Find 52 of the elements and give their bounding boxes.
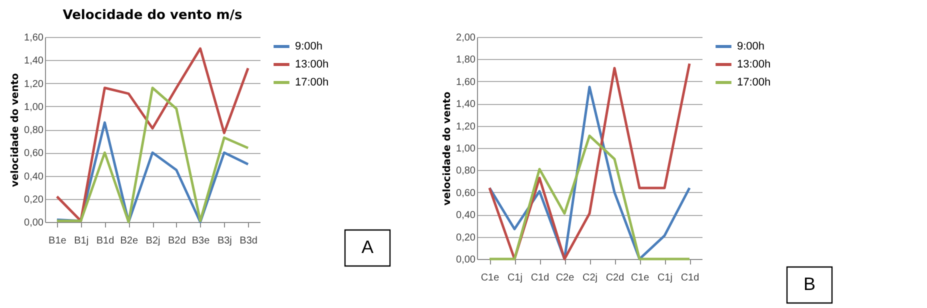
y-tick-label: 0,20 — [24, 194, 44, 206]
y-tick-label: 0,60 — [24, 148, 44, 160]
x-tick-label: B3j — [217, 236, 232, 246]
legend-label: 17:00h — [737, 76, 771, 88]
x-tick-label: B1j — [74, 236, 89, 246]
x-tick-label: B1e — [48, 236, 67, 246]
y-tick-label: 0,40 — [456, 210, 476, 222]
x-tick-label: C2j — [582, 272, 598, 284]
legend-label: 9:00h — [737, 40, 765, 52]
y-tick-label: 1,00 — [456, 144, 476, 154]
line-series — [56, 86, 250, 224]
y-tick-label: 0,60 — [456, 188, 476, 199]
y-tick-label: 0,00 — [456, 254, 476, 266]
legend-label: 9:00h — [295, 40, 323, 52]
legend-label: 13:00h — [295, 58, 329, 70]
x-tick-label: C1j — [657, 272, 673, 284]
y-tick-label: 2,00 — [456, 32, 476, 44]
x-tick-label: B2j — [146, 236, 160, 246]
y-tick-label: 0,80 — [24, 125, 44, 136]
line-series — [488, 134, 691, 260]
x-tick-label: C1d — [680, 272, 700, 284]
y-axis-title: velocidade do vento — [10, 72, 22, 187]
x-tick-label: C1d — [530, 272, 550, 284]
text: B — [803, 274, 816, 294]
chart-title: Velocidade do vento m/s — [62, 8, 242, 23]
y-tick-label: 1,40 — [456, 99, 476, 110]
y-tick-label: 0,40 — [24, 171, 44, 182]
y-tick-label: 1,80 — [456, 54, 476, 66]
x-tick-label: C1e — [480, 272, 500, 284]
y-tick-label: 0,20 — [456, 232, 476, 244]
x-tick-label: B2e — [120, 236, 138, 246]
y-tick-label: 1,60 — [456, 76, 476, 88]
y-tick-label: 0,80 — [456, 166, 476, 177]
text: A — [361, 237, 374, 257]
x-tick-label: C2d — [606, 272, 624, 284]
y-axis-title: velocidade do vento — [442, 91, 454, 206]
y-tick-label: 1,20 — [24, 78, 44, 90]
y-tick-label: 1,00 — [24, 102, 44, 113]
x-tick-label: B2d — [168, 236, 186, 246]
x-tick-label: B1d — [96, 236, 114, 246]
x-tick-label: B3e — [192, 236, 210, 246]
x-tick-label: C1e — [630, 272, 650, 284]
x-tick-label: C1j — [507, 272, 523, 284]
line-series — [56, 47, 250, 222]
legend-label: 13:00h — [737, 58, 771, 70]
y-tick-label: 0,00 — [24, 218, 44, 228]
y-tick-label: 1,60 — [24, 32, 44, 44]
x-tick-label: B3d — [240, 236, 258, 246]
legend-label: 17:00h — [295, 76, 329, 88]
x-tick-label: C2e — [556, 272, 575, 284]
y-tick-label: 1,20 — [456, 121, 476, 132]
y-tick-label: 1,40 — [24, 56, 44, 67]
